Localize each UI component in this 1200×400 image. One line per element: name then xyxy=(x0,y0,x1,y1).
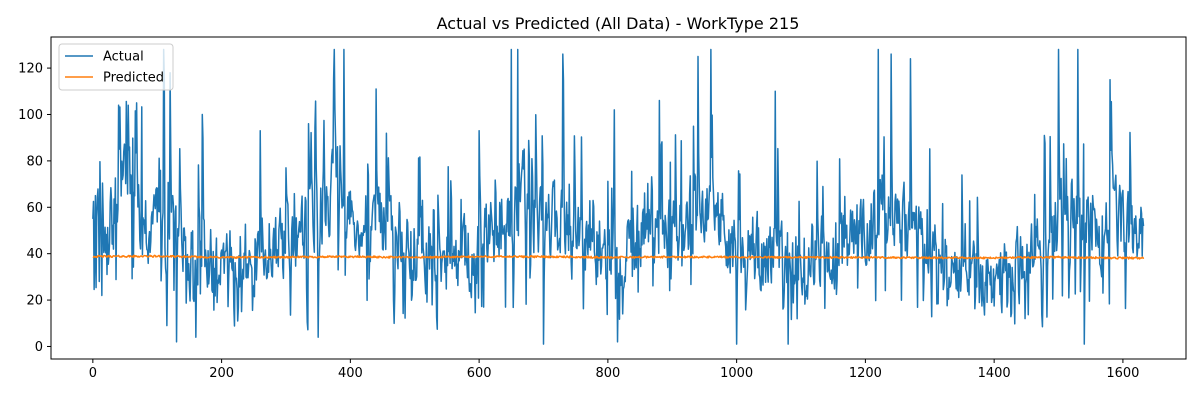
x-tick-label: 1200 xyxy=(849,366,882,381)
y-tick-label: 40 xyxy=(26,247,43,262)
y-tick-label: 20 xyxy=(26,294,43,309)
legend: Actual Predicted xyxy=(58,43,174,91)
y-tick-label: 120 xyxy=(18,62,43,77)
axes-frame xyxy=(50,36,1187,360)
x-tick-label: 1600 xyxy=(1106,366,1139,381)
y-tick-label: 100 xyxy=(18,108,43,123)
x-tick-label: 400 xyxy=(338,366,363,381)
x-tick-label: 600 xyxy=(467,366,492,381)
series-actual-line xyxy=(92,48,1145,345)
x-tick-label: 200 xyxy=(209,366,234,381)
x-tick-label: 800 xyxy=(595,366,620,381)
axes: 0 200 400 600 800 1000 1200 1400 1600 0 20 40 60 80 10… xyxy=(18,36,1187,381)
x-tick-label: 1400 xyxy=(978,366,1011,381)
chart-title: Actual vs Predicted (All Data) - WorkTyp… xyxy=(437,14,800,33)
y-tick-label: 80 xyxy=(26,154,43,169)
series-predicted-line xyxy=(92,254,1145,260)
x-tick-label: 0 xyxy=(89,366,97,381)
x-tick-label: 1000 xyxy=(720,366,753,381)
legend-label-actual: Actual xyxy=(103,50,144,65)
y-tick-label: 0 xyxy=(35,340,43,355)
plot-area xyxy=(92,48,1145,345)
legend-label-predicted: Predicted xyxy=(103,71,164,86)
y-tick-label: 60 xyxy=(26,201,43,216)
